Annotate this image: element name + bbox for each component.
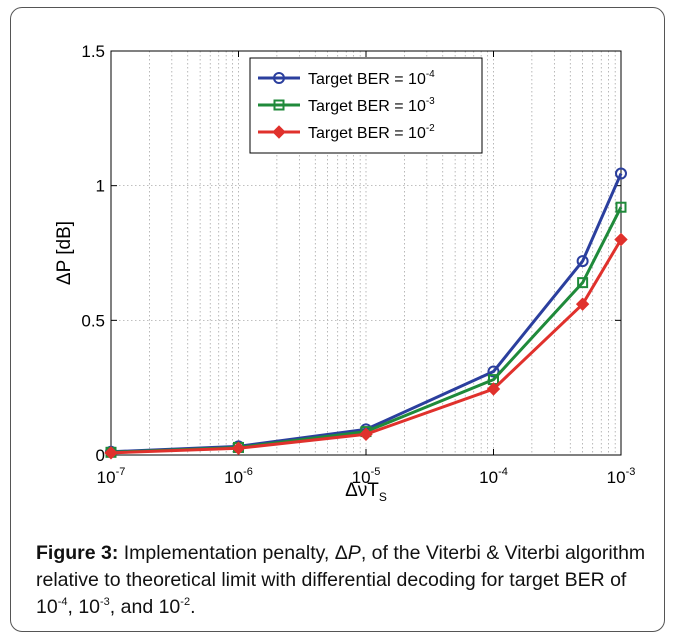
legend-marker bbox=[273, 72, 285, 84]
data-point bbox=[359, 427, 373, 441]
data-point bbox=[577, 277, 589, 289]
caption-italic: P bbox=[347, 542, 361, 564]
caption-exp-3: -2 bbox=[180, 596, 191, 608]
x-tick-label: 10-4 bbox=[479, 466, 508, 487]
caption-label: Figure 3: bbox=[36, 542, 119, 564]
x-tick-label: 10-5 bbox=[352, 466, 381, 487]
legend-marker bbox=[273, 99, 285, 111]
caption-exp-2: -3 bbox=[100, 596, 110, 608]
x-axis-label: ΔνTS bbox=[345, 480, 387, 504]
data-point bbox=[231, 441, 246, 455]
caption-text-1: Implementation penalty, Δ bbox=[118, 542, 348, 564]
caption-text-4: , and 10 bbox=[109, 596, 181, 618]
grid bbox=[111, 51, 621, 455]
x-axis-label-main: ΔνT bbox=[345, 480, 379, 501]
x-axis-label-sub: S bbox=[379, 490, 387, 504]
y-tick-label: 0 bbox=[96, 446, 105, 465]
data-point bbox=[615, 201, 627, 213]
y-axis-label: ΔP [dB] bbox=[54, 221, 75, 285]
series-layer bbox=[104, 167, 628, 460]
x-tick-label: 10-7 bbox=[97, 466, 126, 487]
legend: Target BER = 10-4 Target BER = 10-3 Target… bbox=[249, 57, 483, 154]
data-point bbox=[575, 297, 590, 311]
legend-label: Target BER = 10-2 bbox=[308, 123, 435, 142]
axes: 0 0.5 1 1.5 10-7 10-6 10-5 10-4 10-3 bbox=[81, 42, 635, 487]
caption-exp-1: -4 bbox=[57, 596, 68, 608]
data-point bbox=[104, 446, 118, 460]
legend-marker bbox=[272, 125, 286, 139]
data-point bbox=[487, 365, 500, 378]
caption-text-5: . bbox=[190, 596, 196, 618]
legend-label: Target BER = 10-3 bbox=[308, 96, 435, 115]
caption-text-2: , of the Viterbi & Viterbi algorithm rel… bbox=[36, 542, 646, 618]
x-tick-label: 10-6 bbox=[224, 466, 253, 487]
data-point bbox=[615, 167, 627, 180]
data-point bbox=[486, 382, 501, 396]
caption-text-3: , 10 bbox=[67, 596, 101, 618]
chart: 0 0.5 1 1.5 10-7 10-6 10-5 10-4 10-3 Target BER … bbox=[54, 42, 635, 504]
y-tick-label: 1 bbox=[96, 177, 105, 196]
x-tick-label: 10-3 bbox=[607, 466, 636, 487]
data-point bbox=[576, 255, 589, 268]
series-line bbox=[110, 238, 623, 455]
data-point bbox=[614, 232, 628, 247]
y-tick-label: 0.5 bbox=[81, 311, 105, 330]
figure-caption: Figure 3: Implementation penalty, ΔP, of… bbox=[36, 540, 646, 621]
y-tick-label: 1.5 bbox=[81, 42, 105, 61]
legend-label: Target BER = 10-4 bbox=[308, 69, 435, 88]
